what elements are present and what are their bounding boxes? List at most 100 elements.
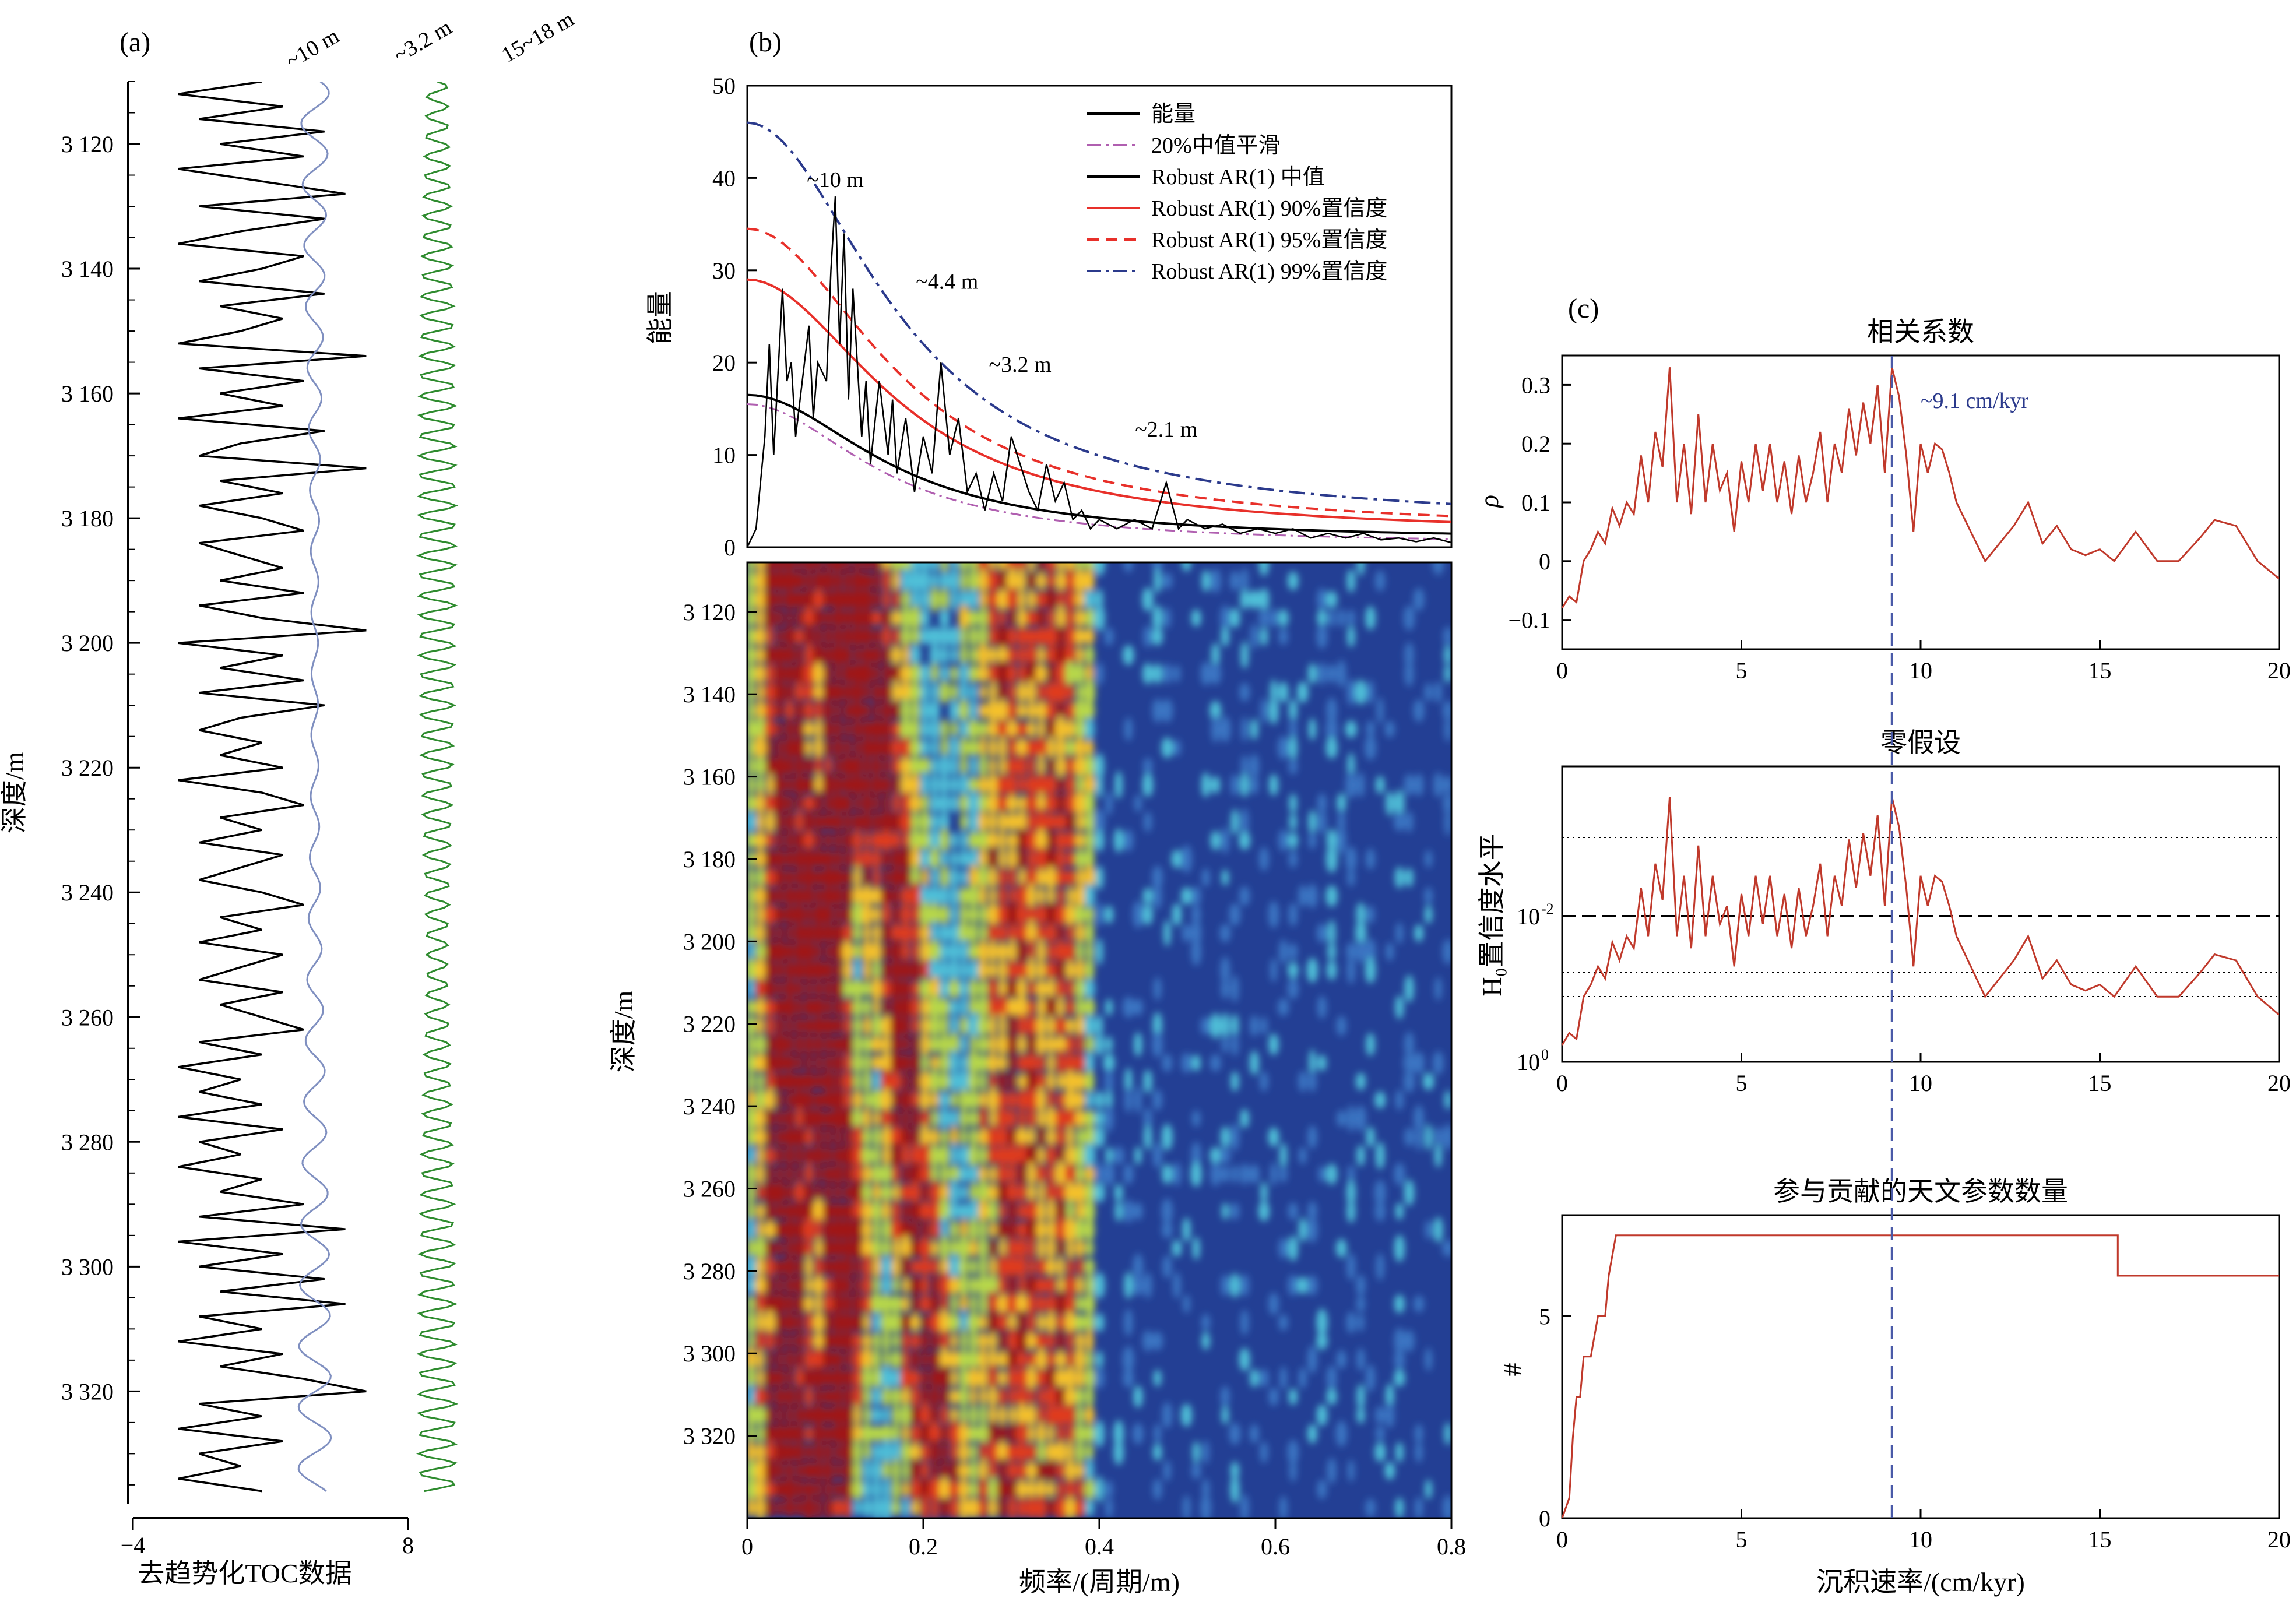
heatmap-cell: [1113, 1146, 1124, 1165]
heatmap-cell: [920, 719, 930, 740]
heatmap-cell: [1172, 903, 1182, 926]
heatmap-cell: [969, 755, 978, 777]
heatmap-cell: [1395, 1497, 1404, 1518]
heatmap-cell: [902, 1480, 910, 1498]
heatmap-cell: [968, 739, 980, 756]
heatmap-cell: [1027, 1309, 1036, 1336]
heatmap-cell: [997, 1144, 1008, 1167]
heatmap-cell: [930, 717, 940, 741]
heatmap-cell: [873, 1276, 880, 1295]
heatmap-cell: [998, 1237, 1007, 1260]
heatmap-cell: [929, 1036, 940, 1054]
heatmap-cell: [832, 1239, 843, 1258]
heatmap-cell: [1074, 1422, 1085, 1445]
heatmap-cell: [1007, 1179, 1017, 1207]
heatmap-cell: [765, 979, 776, 999]
heatmap-cell: [822, 1068, 834, 1094]
heatmap-cell: [1037, 1438, 1046, 1466]
heatmap-cell: [824, 737, 832, 758]
heatmap-cell: [882, 587, 890, 611]
heatmap-cell: [764, 719, 776, 740]
heatmap-cell: [920, 562, 930, 572]
heatmap-cell: [1056, 868, 1066, 887]
heatmap-cell: [852, 661, 863, 686]
heatmap-cell: [960, 568, 968, 593]
heatmap-cell: [1288, 1275, 1299, 1296]
heatmap-cell: [764, 1457, 776, 1484]
heatmap-cell: [824, 1424, 833, 1443]
heatmap-cell: [910, 1348, 920, 1371]
heatmap-cell: [1433, 772, 1443, 798]
heatmap-cell: [988, 866, 997, 889]
heatmap-cell: [1152, 605, 1163, 631]
heatmap-cell: [1144, 811, 1152, 833]
heatmap-cell: [1335, 1420, 1348, 1447]
heatmap-cell: [940, 941, 949, 962]
heatmap-cell: [747, 1439, 755, 1465]
heatmap-cell: [822, 1238, 834, 1259]
heatmap-cell: [920, 830, 930, 850]
heatmap-cell: [959, 679, 969, 706]
heatmap-cell: [1356, 1348, 1365, 1371]
heatmap-cell: [785, 903, 794, 926]
heatmap-cell: [1268, 1293, 1279, 1315]
heatmap-cell: [979, 1496, 987, 1518]
heatmap-cell: [920, 1442, 930, 1463]
heatmap-cell: [921, 793, 929, 814]
heatmap-cell: [959, 886, 969, 906]
heatmap-cell: [1085, 1310, 1094, 1335]
heatmap-cell: [1076, 866, 1084, 889]
heatmap-cell: [803, 776, 814, 794]
heatmap-cell: [1425, 1479, 1432, 1500]
heatmap-cell: [1414, 924, 1424, 942]
heatmap-cell: [987, 1052, 998, 1074]
heatmap-cell: [842, 906, 853, 923]
heatmap-cell: [939, 811, 950, 832]
c-x-tick-label: 15: [2088, 1526, 2112, 1553]
heatmap-cell: [814, 718, 822, 741]
heatmap-cell: [1018, 645, 1026, 666]
heatmap-cell: [1075, 1216, 1085, 1243]
heatmap-cell: [948, 1420, 960, 1448]
heatmap-cell: [1250, 1015, 1259, 1037]
heatmap-cell: [804, 1017, 814, 1035]
heatmap-cell: [872, 959, 881, 981]
heatmap-cell: [861, 1146, 873, 1166]
heatmap-cell: [1084, 753, 1095, 780]
heatmap-cell: [989, 1255, 997, 1279]
spectrum-y-tick-label: 20: [712, 350, 736, 376]
heatmap-cell: [902, 1348, 909, 1371]
heatmap-cell: [871, 610, 882, 626]
heatmap-cell: [1008, 734, 1017, 761]
heatmap-cell: [939, 754, 950, 779]
heatmap-cell: [1025, 1218, 1038, 1241]
heatmap-cell: [892, 1458, 901, 1484]
heatmap-cell: [822, 814, 834, 830]
heatmap-cell: [785, 1401, 794, 1430]
heatmap-cell: [1114, 1201, 1123, 1222]
heatmap-cell: [998, 1012, 1007, 1040]
heatmap-cell: [979, 1090, 987, 1110]
heatmap-cell: [1007, 646, 1017, 664]
heatmap-cell: [910, 1458, 920, 1483]
heatmap-cell: [910, 1313, 920, 1332]
heatmap-cell: [794, 698, 804, 723]
heatmap-cell: [1395, 995, 1404, 1019]
heatmap-cell: [1085, 906, 1094, 923]
heatmap-cell: [911, 995, 920, 1020]
heatmap-cell: [872, 628, 881, 645]
heatmap-cell: [755, 1106, 765, 1131]
heatmap-cell: [1036, 590, 1046, 609]
heatmap-cell: [863, 682, 871, 702]
heatmap-cell: [920, 1295, 930, 1313]
parameter-count-frame: [1561, 1214, 2280, 1519]
heatmap-cell: [979, 624, 988, 649]
heatmap-cell: [873, 794, 881, 812]
heatmap-cell: [960, 625, 968, 647]
heatmap-cell: [1394, 790, 1405, 817]
heatmap-cell: [1356, 902, 1366, 927]
heatmap-cell: [882, 1460, 891, 1481]
heatmap-cell: [1027, 1183, 1036, 1202]
heatmap-cell: [1036, 1294, 1046, 1314]
heatmap-cell: [842, 587, 853, 611]
